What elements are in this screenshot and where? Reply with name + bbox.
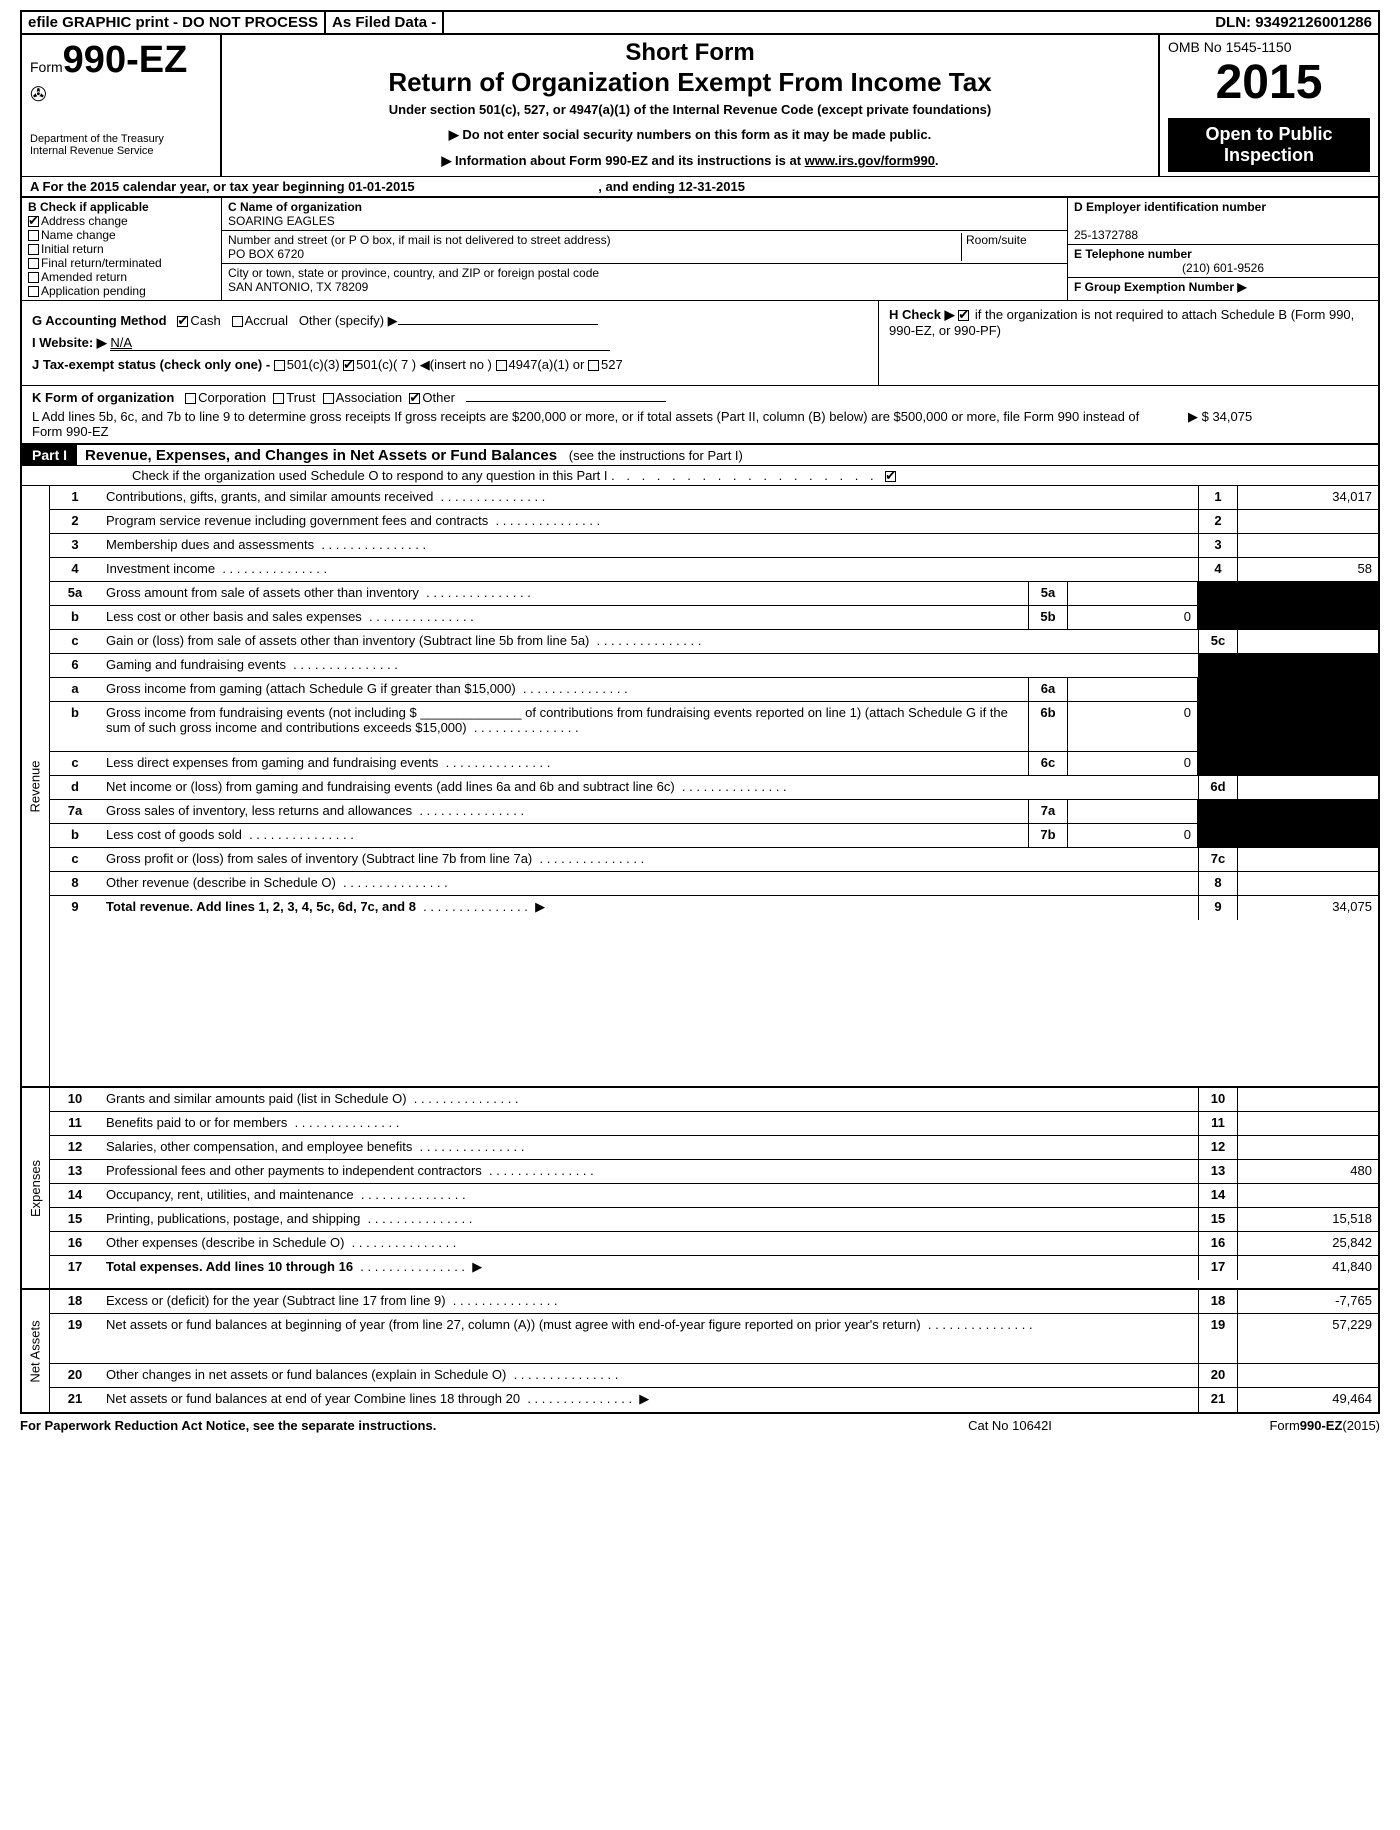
schedule-b-checkbox[interactable]: [958, 310, 969, 321]
top-bar: efile GRAPHIC print - DO NOT PROCESS As …: [20, 10, 1380, 35]
line-5a: 5aGross amount from sale of assets other…: [50, 582, 1378, 606]
line-1: 1Contributions, gifts, grants, and simil…: [50, 486, 1378, 510]
section-bcdef: B Check if applicable Address changeName…: [20, 198, 1380, 301]
omb-no: OMB No 1545-1150: [1168, 39, 1370, 55]
section-kl: K Form of organization Corporation Trust…: [20, 386, 1380, 445]
schedule-o-checkbox[interactable]: [885, 471, 896, 482]
line-19: 19Net assets or fund balances at beginni…: [50, 1314, 1378, 1364]
line-c: cGain or (loss) from sale of assets othe…: [50, 630, 1378, 654]
line-7a: 7aGross sales of inventory, less returns…: [50, 800, 1378, 824]
line-8: 8Other revenue (describe in Schedule O) …: [50, 872, 1378, 896]
line-a: A For the 2015 calendar year, or tax yea…: [20, 176, 1380, 198]
colb-check-4[interactable]: [28, 272, 39, 283]
line-a: aGross income from gaming (attach Schedu…: [50, 678, 1378, 702]
part1-grid: Revenue 1Contributions, gifts, grants, a…: [20, 486, 1380, 1414]
line-b: bLess cost or other basis and sales expe…: [50, 606, 1378, 630]
line-3: 3Membership dues and assessments . . . .…: [50, 534, 1378, 558]
netassets-label: Net Assets: [28, 1320, 43, 1382]
accrual-checkbox[interactable]: [232, 316, 243, 327]
dept-treasury: Department of the Treasury: [30, 133, 212, 145]
subtitle: Under section 501(c), 527, or 4947(a)(1)…: [230, 102, 1150, 117]
colb-check-3[interactable]: [28, 258, 39, 269]
line-l-value: ▶ $ 34,075: [1168, 409, 1368, 439]
colb-check-5[interactable]: [28, 286, 39, 297]
instruct-2: ▶ Information about Form 990-EZ and its …: [230, 153, 1150, 169]
main-title: Return of Organization Exempt From Incom…: [230, 67, 1150, 98]
line-b: bGross income from fundraising events (n…: [50, 702, 1378, 752]
line-b: bLess cost of goods sold . . . . . . . .…: [50, 824, 1378, 848]
line-9: 9Total revenue. Add lines 1, 2, 3, 4, 5c…: [50, 896, 1378, 920]
instruct-1: ▶ Do not enter social security numbers o…: [230, 127, 1150, 143]
efile-notice: efile GRAPHIC print - DO NOT PROCESS: [22, 12, 326, 33]
line-2: 2Program service revenue including gover…: [50, 510, 1378, 534]
line-15: 15Printing, publications, postage, and s…: [50, 1208, 1378, 1232]
phone: (210) 601-9526: [1074, 261, 1372, 275]
form-number: 990-EZ: [63, 39, 188, 81]
line-20: 20Other changes in net assets or fund ba…: [50, 1364, 1378, 1388]
revenue-label: Revenue: [28, 760, 43, 812]
section-ghij: G Accounting Method Cash Accrual Other (…: [20, 301, 1380, 386]
website-link[interactable]: N/A: [110, 335, 132, 350]
ein: 25-1372788: [1074, 228, 1138, 242]
line-21: 21Net assets or fund balances at end of …: [50, 1388, 1378, 1412]
line-14: 14Occupancy, rent, utilities, and mainte…: [50, 1184, 1378, 1208]
colb-check-1[interactable]: [28, 230, 39, 241]
open-to-public: Open to Public Inspection: [1168, 118, 1370, 172]
irs-eagle-icon: ✇: [30, 82, 212, 107]
line-10: 10Grants and similar amounts paid (list …: [50, 1088, 1378, 1112]
line-d: dNet income or (loss) from gaming and fu…: [50, 776, 1378, 800]
page-footer: For Paperwork Reduction Act Notice, see …: [20, 1414, 1380, 1437]
check-schedule-o: Check if the organization used Schedule …: [20, 466, 1380, 486]
line-13: 13Professional fees and other payments t…: [50, 1160, 1378, 1184]
colb-check-0[interactable]: [28, 216, 39, 227]
line-c: cLess direct expenses from gaming and fu…: [50, 752, 1378, 776]
col-c: C Name of organization SOARING EAGLES Nu…: [222, 198, 1068, 300]
line-l-text: L Add lines 5b, 6c, and 7b to line 9 to …: [32, 409, 1168, 439]
line-6: 6Gaming and fundraising events . . . . .…: [50, 654, 1378, 678]
line-16: 16Other expenses (describe in Schedule O…: [50, 1232, 1378, 1256]
line-18: 18Excess or (deficit) for the year (Subt…: [50, 1290, 1378, 1314]
short-form-title: Short Form: [230, 39, 1150, 67]
expenses-label: Expenses: [28, 1159, 43, 1216]
cash-checkbox[interactable]: [177, 316, 188, 327]
col-d: D Employer identification number 25-1372…: [1068, 198, 1378, 300]
colb-check-2[interactable]: [28, 244, 39, 255]
col-b: B Check if applicable Address changeName…: [22, 198, 222, 300]
as-filed: As Filed Data -: [326, 12, 444, 33]
line-4: 4Investment income . . . . . . . . . . .…: [50, 558, 1378, 582]
org-name: SOARING EAGLES: [228, 214, 335, 228]
street: PO BOX 6720: [228, 247, 304, 261]
part-1-header: Part I Revenue, Expenses, and Changes in…: [20, 445, 1380, 466]
dln: DLN: 93492126001286: [1209, 12, 1378, 33]
form-header: Form990-EZ ✇ Department of the Treasury …: [20, 35, 1380, 176]
line-12: 12Salaries, other compensation, and empl…: [50, 1136, 1378, 1160]
city-state-zip: SAN ANTONIO, TX 78209: [228, 280, 368, 294]
irs-link[interactable]: www.irs.gov/form990: [805, 153, 935, 168]
line-c: cGross profit or (loss) from sales of in…: [50, 848, 1378, 872]
tax-year: 2015: [1168, 55, 1370, 110]
line-17: 17Total expenses. Add lines 10 through 1…: [50, 1256, 1378, 1280]
irs-label: Internal Revenue Service: [30, 145, 212, 157]
line-11: 11Benefits paid to or for members . . . …: [50, 1112, 1378, 1136]
